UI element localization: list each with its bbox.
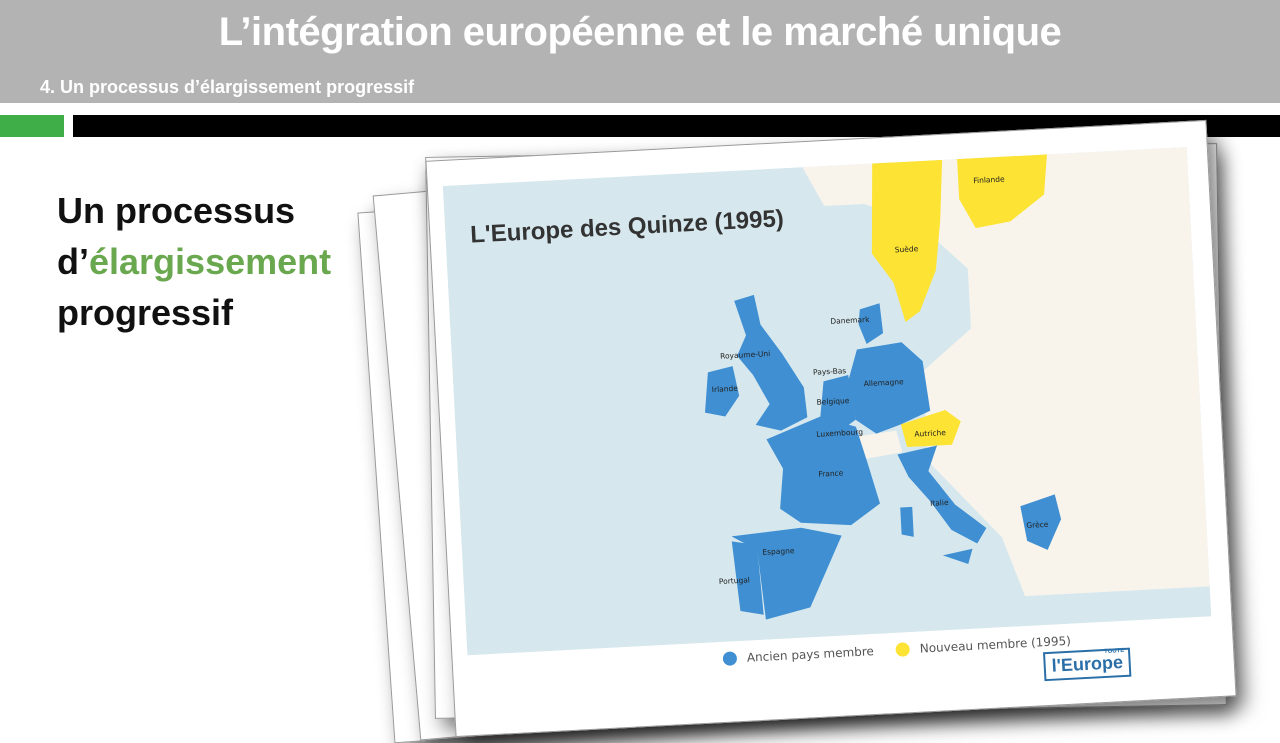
map-card: Irlande Royaume-Uni Danemark Pays-Bas Be… [425, 119, 1237, 738]
slide-title: L’intégration européenne et le marché un… [218, 10, 1062, 54]
country-sweden [871, 159, 943, 322]
country-greece [1020, 494, 1062, 550]
label-spain: Espagne [762, 546, 795, 557]
non-member-land [802, 146, 1210, 597]
heading-accent-word: élargissement [89, 241, 332, 282]
label-finland: Finlande [973, 175, 1005, 186]
heading-line: progressif [57, 292, 234, 333]
label-ireland: Irlande [712, 384, 739, 394]
slide-header: L’intégration européenne et le marché un… [0, 0, 1280, 103]
heading-line: d’élargissement [57, 236, 331, 287]
label-portugal: Portugal [719, 575, 750, 586]
label-italy: Italie [930, 498, 949, 508]
label-sweden: Suède [895, 244, 919, 254]
country-portugal [731, 541, 764, 615]
legend-old-label: Ancien pays membre [746, 644, 875, 665]
country-spain [731, 527, 842, 620]
label-greece: Grèce [1026, 520, 1049, 530]
label-belgium: Belgique [816, 396, 850, 407]
country-italy [897, 445, 987, 544]
country-ireland [704, 366, 740, 417]
logo-small-text: TOUTE [1103, 647, 1125, 656]
green-accent-bar [0, 115, 64, 137]
country-france [766, 416, 880, 526]
label-luxembourg: Luxembourg [816, 427, 863, 438]
heading-prefix: d’ [57, 241, 89, 282]
europe-map: Irlande Royaume-Uni Danemark Pays-Bas Be… [442, 146, 1212, 656]
section-heading: Un processus d’élargissement progressif [57, 185, 331, 338]
label-austria: Autriche [914, 428, 946, 439]
country-austria [900, 409, 961, 448]
country-benelux [820, 375, 856, 431]
label-germany: Allemagne [863, 377, 904, 388]
country-denmark [858, 303, 884, 345]
logo-main-text: l'Europe [1051, 652, 1124, 676]
slide-subtitle: 4. Un processus d’élargissement progress… [40, 77, 415, 97]
toute-leurope-logo: TOUTE l'Europe [1042, 647, 1132, 682]
island-sicily [942, 548, 973, 565]
country-uk [734, 294, 808, 431]
label-france: France [818, 468, 844, 478]
country-finland [957, 154, 1047, 229]
legend-old-swatch [722, 651, 738, 666]
legend-new-swatch [895, 642, 911, 657]
island-sardinia [900, 506, 914, 537]
heading-line: Un processus [57, 190, 296, 231]
label-netherlands: Pays-Bas [813, 366, 847, 377]
label-denmark: Danemark [830, 315, 870, 326]
switzerland-land [856, 430, 903, 460]
country-germany [848, 342, 931, 434]
label-uk: Royaume-Uni [720, 349, 771, 361]
